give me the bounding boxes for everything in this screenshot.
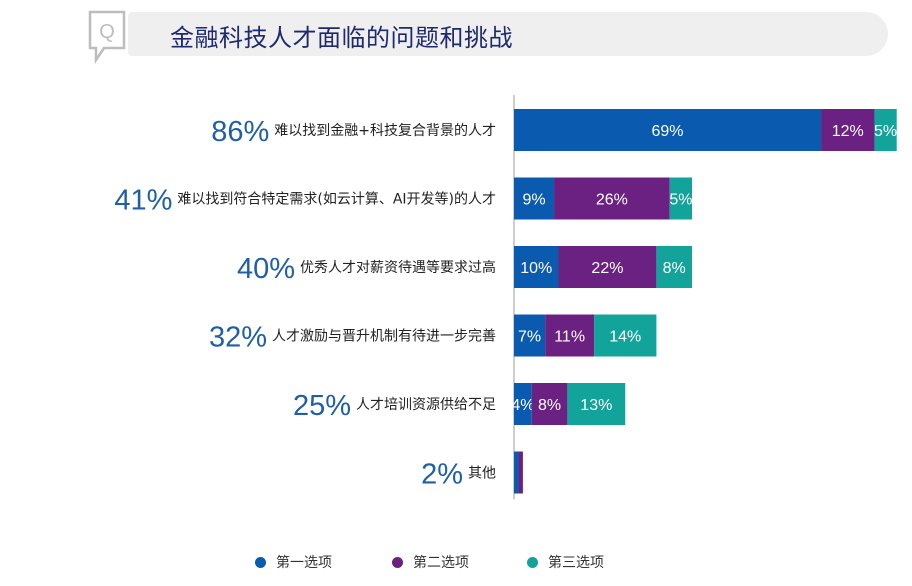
category-label: 人才激励与晋升机制有待进一步完善 xyxy=(272,328,496,345)
segment-label: 13% xyxy=(580,397,612,414)
bar-segment-third xyxy=(567,383,626,425)
bar-segment-second xyxy=(531,383,568,425)
segment-label: 14% xyxy=(609,329,641,346)
bar-segment-first xyxy=(514,177,555,220)
bar-segment-first xyxy=(514,314,546,357)
segment-label: 10% xyxy=(520,260,552,277)
segment-label: 69% xyxy=(652,123,684,140)
stacked-bar-chart: 难以找到金融+科技复合背景的人才 86% 69% 12% 5% 难以找到符合特定需求(如云… xyxy=(114,95,897,500)
category-label: 难以找到金融+科技复合背景的人才 xyxy=(274,122,496,139)
bar-segment-second xyxy=(518,451,523,494)
page-title: 金融科技人才面临的问题和挑战 xyxy=(170,24,513,52)
total-label: 41% xyxy=(114,185,172,217)
bar-segment-third xyxy=(669,177,692,220)
legend-label-third: 第三选项 xyxy=(548,555,604,571)
segment-label: 26% xyxy=(596,192,628,209)
bar-segment-first xyxy=(514,109,822,151)
total-label: 25% xyxy=(293,390,351,422)
segment-label: 8% xyxy=(538,397,561,414)
category-label: 人才培训资源供给不足 xyxy=(356,397,496,413)
segment-label: 4% xyxy=(511,397,534,414)
bar-segment-second xyxy=(558,246,657,288)
segment-label: 5% xyxy=(669,192,692,209)
total-label: 2% xyxy=(421,459,463,491)
q-speech-bubble-icon: Q xyxy=(88,10,126,65)
bar-segment-first xyxy=(514,246,559,288)
category-label: 难以找到符合特定需求(如云计算、AI开发等)的人才 xyxy=(177,191,496,208)
bar-segment-third xyxy=(874,109,897,151)
bar-segment-third xyxy=(594,314,657,357)
category-label: 其他 xyxy=(468,466,496,482)
legend-swatch-second xyxy=(392,556,403,568)
bar-segment-second xyxy=(545,314,595,357)
bar-segment-second xyxy=(554,177,670,220)
category-label: 优秀人才对薪资待遇等要求过高 xyxy=(300,259,496,276)
svg-text:Q: Q xyxy=(99,21,115,43)
total-label: 32% xyxy=(209,322,267,354)
legend: 第一选项 第二选项 第三选项 xyxy=(0,552,912,572)
bar-segment-second xyxy=(821,109,875,151)
segment-label: 22% xyxy=(591,260,623,277)
bar-segment-first xyxy=(514,383,532,425)
legend-item-first: 第一选项 xyxy=(255,552,332,572)
segment-label: 9% xyxy=(522,192,545,209)
bar-segment-first xyxy=(514,451,519,494)
legend-swatch-third xyxy=(527,556,538,568)
legend-item-third: 第三选项 xyxy=(527,552,604,572)
legend-label-second: 第二选项 xyxy=(413,555,469,571)
total-label: 40% xyxy=(237,253,295,285)
legend-item-second: 第二选项 xyxy=(392,552,469,572)
segment-label: 7% xyxy=(518,329,541,346)
segment-label: 12% xyxy=(832,123,864,140)
total-label: 86% xyxy=(211,116,269,148)
segment-label: 5% xyxy=(874,123,897,140)
legend-swatch-first xyxy=(255,556,266,568)
title-bar xyxy=(128,12,888,56)
segment-label: 8% xyxy=(663,260,686,277)
segment-label: 11% xyxy=(554,329,585,346)
legend-label-first: 第一选项 xyxy=(276,555,332,571)
bar-segment-third xyxy=(656,246,692,288)
